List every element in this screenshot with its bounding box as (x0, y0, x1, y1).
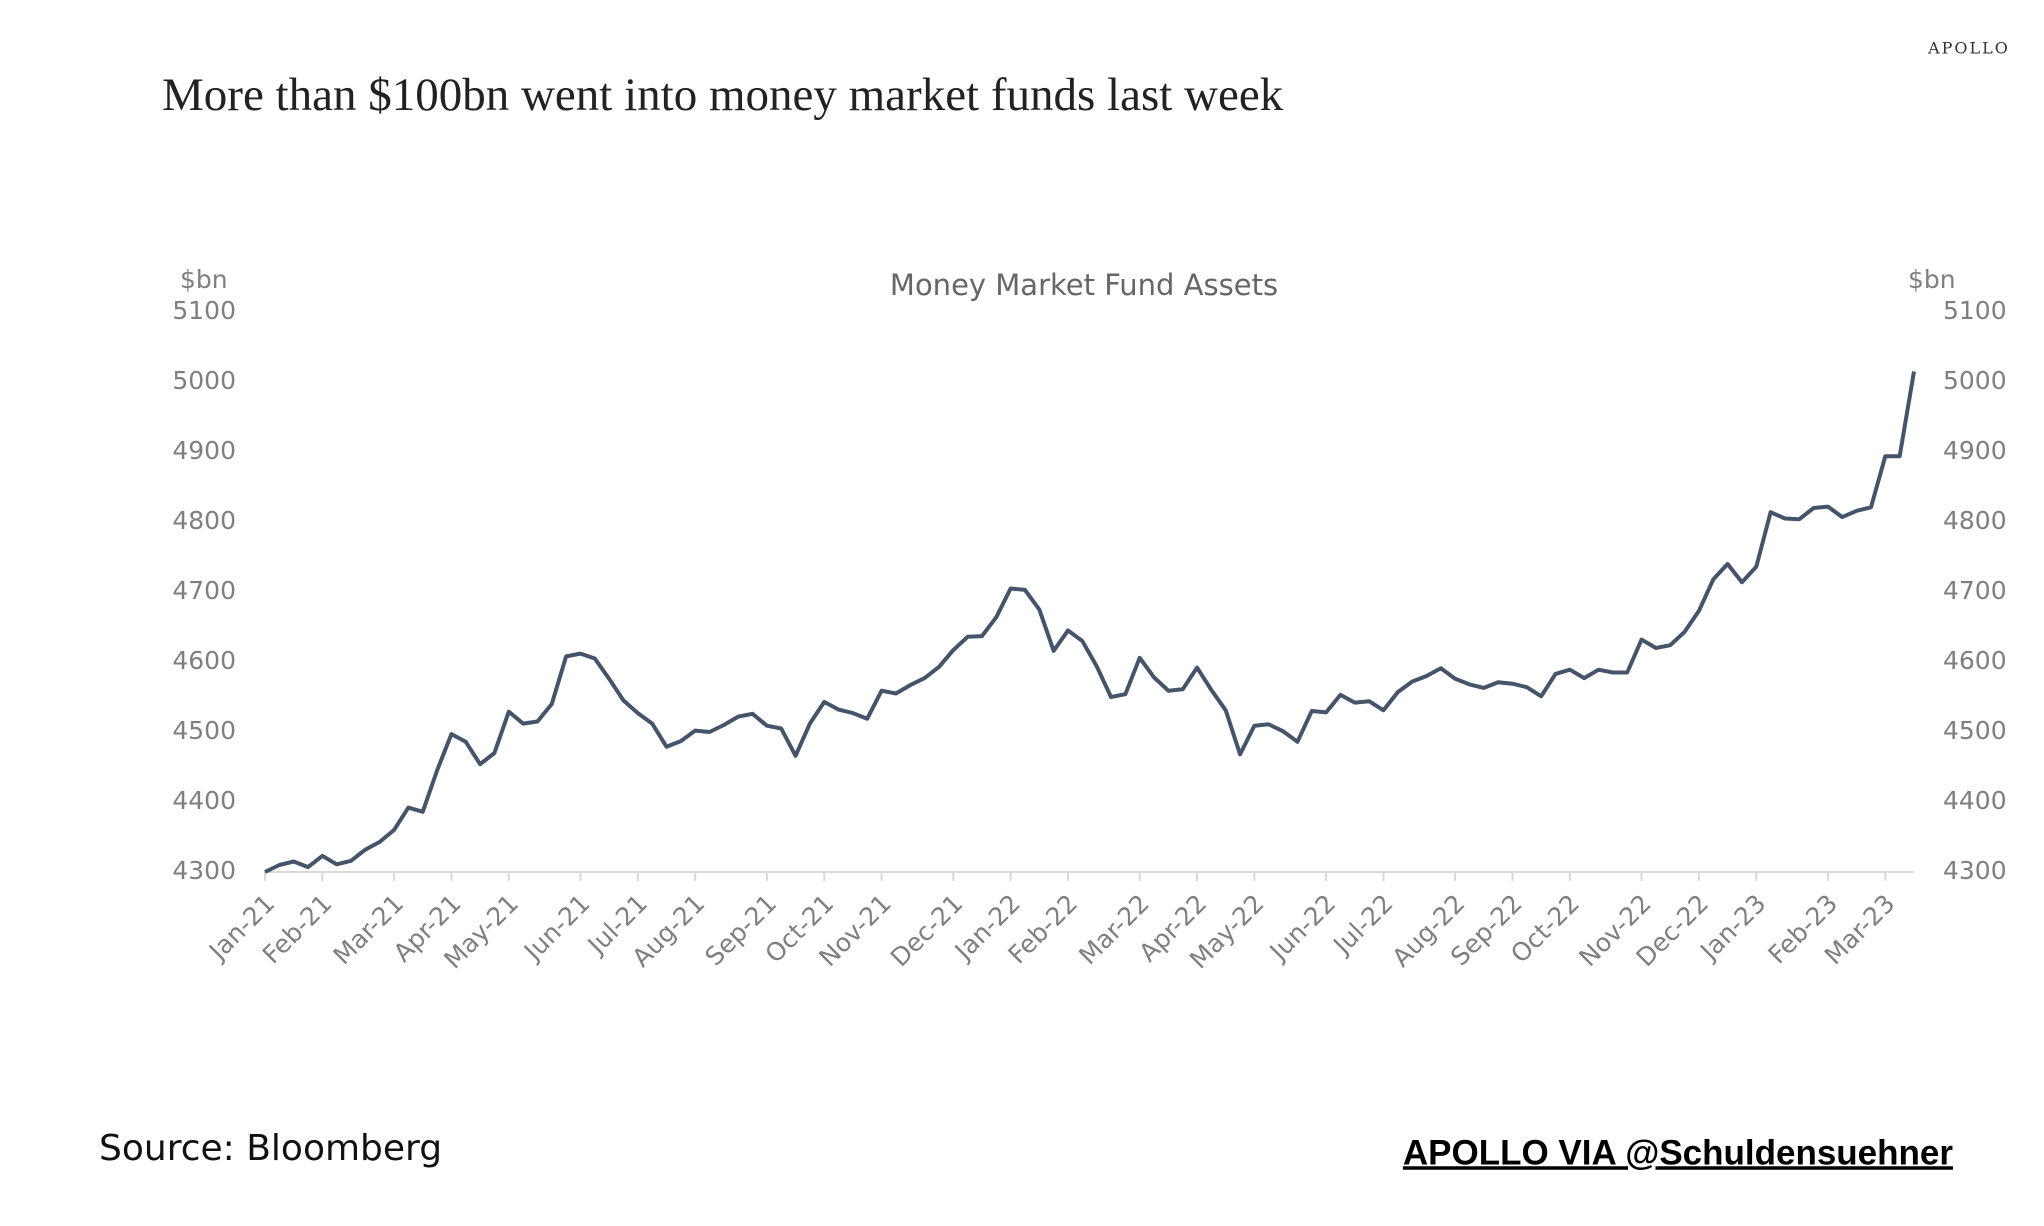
data-line (264, 371, 1916, 874)
brand: APOLLO (1927, 39, 2010, 58)
x-tick-label: Mar-21 (328, 889, 410, 971)
y-tick-label: 4800 (172, 506, 236, 535)
chart-title: More than $100bn went into money market … (162, 69, 1284, 121)
y2-tick-label: 4700 (1943, 576, 2007, 605)
x-tick-label: Mar-22 (1073, 889, 1155, 971)
y-tick-label: 4300 (172, 856, 236, 885)
y2-tick-label: 4900 (1943, 436, 2007, 465)
y-tick-label: 4400 (172, 786, 236, 815)
y2-tick-label: 5000 (1943, 366, 2007, 395)
chart-subtitle: Money Market Fund Assets (890, 268, 1278, 302)
x-tick-label: Jun-22 (1263, 889, 1341, 967)
y-tick-label: 5100 (172, 296, 236, 325)
y-tick-label: 4700 (172, 576, 236, 605)
y2-tick-label: 4600 (1943, 646, 2007, 675)
y-tick-label: 4500 (172, 716, 236, 745)
y2-axis-label: $bn (1908, 265, 1956, 294)
y2-tick-label: 4500 (1943, 716, 2007, 745)
y2-tick-label: 4300 (1943, 856, 2007, 885)
y2-tick-label: 4800 (1943, 506, 2007, 535)
y-tick-label: 4600 (172, 646, 236, 675)
credit: APOLLO VIA @Schuldensuehner (1403, 1133, 1954, 1172)
x-tick-label: Jun-21 (517, 889, 595, 967)
y-tick-label: 5000 (172, 366, 236, 395)
x-tick-label: Dec-21 (885, 889, 969, 973)
y-axis-label: $bn (180, 265, 228, 294)
y2-tick-label: 4400 (1943, 786, 2007, 815)
y-tick-label: 4900 (172, 436, 236, 465)
y2-tick-label: 5100 (1943, 296, 2007, 325)
source: Source: Bloomberg (99, 1128, 442, 1169)
